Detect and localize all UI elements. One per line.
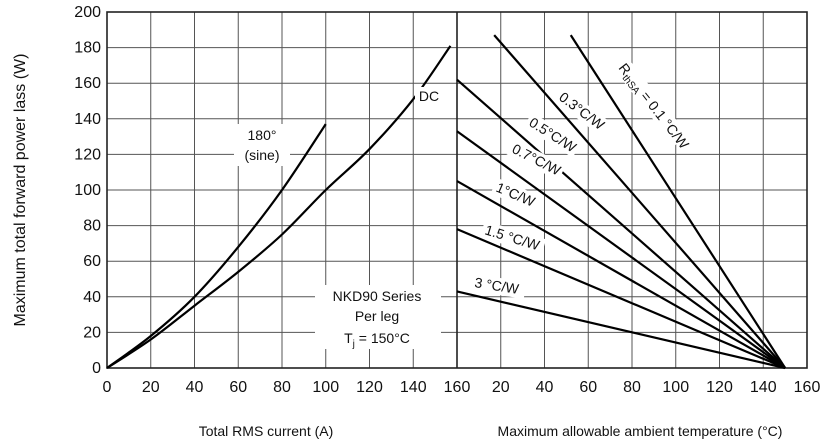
svg-text:180°: 180° bbox=[248, 127, 277, 143]
y-tick-label: 120 bbox=[74, 146, 101, 163]
line-0-5 bbox=[456, 78, 786, 369]
y-tick-label: 100 bbox=[74, 182, 101, 199]
left-x-tick-label: 160 bbox=[444, 379, 471, 396]
curve-dc bbox=[106, 45, 452, 369]
svg-text:NKD90 Series: NKD90 Series bbox=[333, 288, 422, 304]
right-x-tick-label: 140 bbox=[750, 379, 777, 396]
left-x-tick-label: 100 bbox=[312, 379, 339, 396]
left-x-tick-label: 0 bbox=[103, 379, 112, 396]
y-tick-label: 20 bbox=[83, 324, 101, 341]
svg-text:0.3°C/W: 0.3°C/W bbox=[556, 89, 608, 134]
line-3 bbox=[456, 290, 786, 370]
line-1-5 bbox=[456, 228, 786, 370]
label-rthsa-0-1: RthSA = 0.1 °C/W bbox=[612, 56, 693, 154]
y-tick-label: 200 bbox=[74, 4, 101, 21]
left-x-tick-label: 40 bbox=[186, 379, 204, 396]
grid-layer bbox=[106, 11, 808, 369]
curve-layer bbox=[106, 34, 787, 370]
y-tick-label: 140 bbox=[74, 111, 101, 128]
svg-text:DC: DC bbox=[419, 88, 439, 104]
left-x-tick-label: 120 bbox=[356, 379, 383, 396]
left-x-tick-label: 80 bbox=[273, 379, 291, 396]
right-x-tick-label: 80 bbox=[623, 379, 641, 396]
y-axis-title: Maximum total forward power lass (W) bbox=[12, 54, 29, 327]
label-180-sine: 180° (sine) bbox=[234, 124, 290, 166]
right-x-tick-label: 40 bbox=[536, 379, 554, 396]
line-0-3 bbox=[493, 34, 786, 369]
right-x-tick-label: 20 bbox=[492, 379, 510, 396]
line-1 bbox=[456, 180, 786, 369]
right-x-tick-label: 160 bbox=[794, 379, 821, 396]
right-x-tick-label: 120 bbox=[706, 379, 733, 396]
label-1: 1°C/W bbox=[490, 177, 538, 211]
left-x-tick-label: 20 bbox=[142, 379, 160, 396]
y-tick-label: 160 bbox=[74, 75, 101, 92]
line-0-7 bbox=[456, 130, 786, 369]
tj-label: Tj = 150°C bbox=[344, 330, 410, 350]
curve-180-sine bbox=[106, 123, 327, 369]
left-x-tick-label: 60 bbox=[229, 379, 247, 396]
y-tick-label: 80 bbox=[83, 218, 101, 235]
left-x-axis-title: Total RMS current (A) bbox=[199, 423, 334, 439]
y-tick-label: 180 bbox=[74, 40, 101, 57]
right-x-axis-title: Maximum allowable ambient temperature (°… bbox=[498, 423, 783, 439]
svg-text:3 °C/W: 3 °C/W bbox=[474, 274, 521, 297]
svg-text:1.5 °C/W: 1.5 °C/W bbox=[483, 222, 542, 254]
right-x-tick-label: 100 bbox=[662, 379, 689, 396]
series-annotation: NKD90 Series Per leg Tj = 150°C bbox=[315, 285, 441, 350]
svg-text:RthSA = 0.1 °C/W: RthSA = 0.1 °C/W bbox=[613, 60, 692, 154]
right-x-tick-label: 60 bbox=[579, 379, 597, 396]
y-tick-label: 40 bbox=[83, 289, 101, 306]
y-tick-label: 0 bbox=[92, 360, 101, 377]
svg-text:Per leg: Per leg bbox=[355, 308, 399, 324]
line-rthsa-0-1 bbox=[569, 34, 787, 369]
label-dc: DC bbox=[415, 87, 443, 105]
label-3: 3 °C/W bbox=[470, 273, 527, 299]
svg-text:(sine): (sine) bbox=[244, 147, 279, 163]
y-tick-label: 60 bbox=[83, 253, 101, 270]
left-x-tick-label: 140 bbox=[400, 379, 427, 396]
tick-layer: 0 20 40 60 80 100 120 140 160 180 200 0 20 40 60 80 100 1… bbox=[74, 4, 820, 396]
